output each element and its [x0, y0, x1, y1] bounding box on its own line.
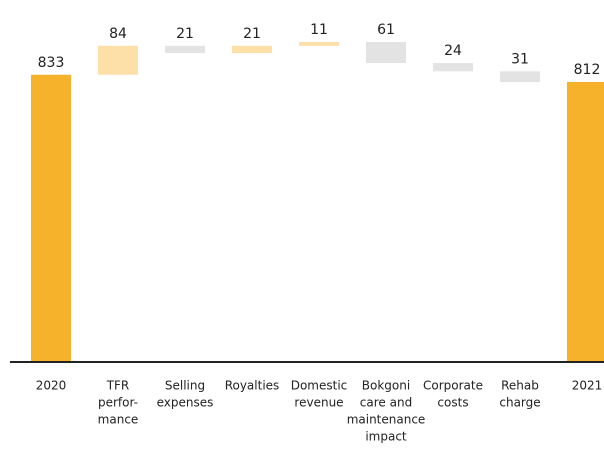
x-tick-label: Bokgoni [362, 379, 410, 393]
bar [232, 45, 272, 54]
bar [299, 42, 339, 46]
value-label: 11 [310, 22, 328, 38]
bar [567, 82, 604, 362]
x-tick-label: expenses [157, 396, 214, 410]
x-tick-label: charge [499, 396, 540, 410]
value-label: 21 [176, 26, 194, 42]
x-tick-label: 2021 [572, 379, 603, 393]
bar [366, 42, 406, 64]
x-tick-label: care and [360, 396, 412, 410]
x-tick-label: Domestic [291, 379, 348, 393]
x-tick-label: 2020 [36, 379, 67, 393]
x-tick-label: revenue [294, 396, 343, 410]
x-tick-label: Corporate [423, 379, 483, 393]
value-label: 84 [109, 26, 127, 42]
bar [165, 45, 205, 54]
value-label: 24 [444, 43, 462, 59]
x-tick-label: Selling [165, 379, 205, 393]
x-tick-label: costs [437, 396, 468, 410]
value-label: 31 [511, 51, 529, 67]
value-label: 61 [377, 22, 395, 38]
x-tick-label: maintenance [347, 413, 426, 427]
bar [98, 45, 138, 75]
value-label: 21 [243, 26, 261, 42]
bar [31, 74, 71, 363]
x-tick-label: mance [98, 413, 139, 427]
x-tick-label: Royalties [225, 379, 280, 393]
bar [500, 71, 540, 82]
x-tick-label: perfor- [98, 396, 138, 410]
value-label: 812 [574, 62, 601, 78]
x-tick-label: impact [365, 430, 407, 444]
bar [433, 63, 473, 72]
x-tick-label: Rehab [501, 379, 539, 393]
x-tick-label: TFR [106, 379, 130, 393]
value-label: 833 [38, 55, 65, 71]
